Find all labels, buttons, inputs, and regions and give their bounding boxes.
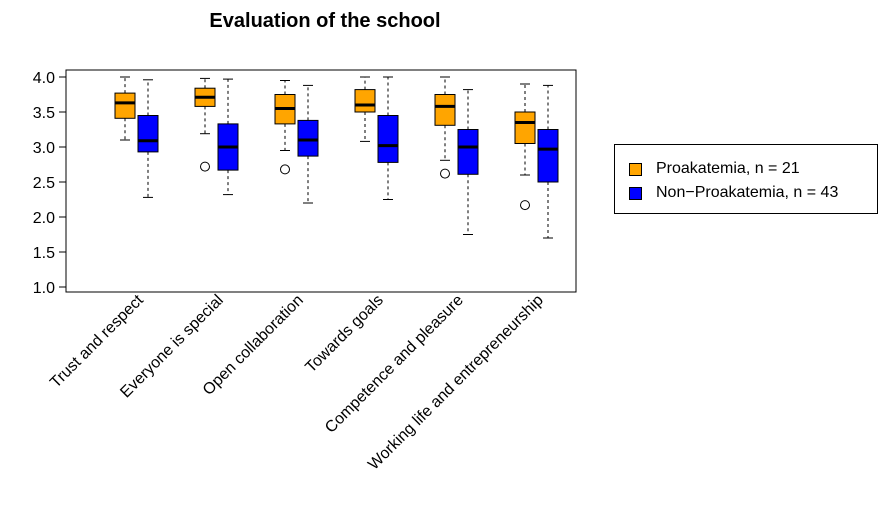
box-group — [434, 76, 479, 235]
y-tick-label: 2.5 — [33, 175, 55, 192]
box-iqr — [114, 92, 136, 119]
y-tick-label: 2.0 — [33, 210, 55, 227]
legend-label-proakatemia: Proakatemia, n = 21 — [656, 160, 800, 177]
box-iqr — [297, 119, 319, 157]
box-iqr — [457, 129, 479, 175]
box-non-proakatemia — [137, 79, 159, 198]
legend-item-proakatemia: Proakatemia, n = 21 — [629, 159, 800, 179]
outlier-point — [520, 200, 530, 211]
box-iqr — [514, 111, 536, 144]
box-iqr — [137, 115, 159, 153]
y-tick-label: 4.0 — [33, 70, 55, 87]
box-iqr — [354, 89, 376, 113]
y-tick-label: 3.5 — [33, 105, 55, 122]
outlier-point — [440, 168, 450, 179]
box-group — [274, 80, 319, 204]
y-tick-label: 1.5 — [33, 245, 55, 262]
box-non-proakatemia — [377, 76, 399, 200]
outlier-point — [280, 164, 290, 175]
box-groups — [114, 76, 559, 239]
box-non-proakatemia — [537, 84, 559, 239]
box-proakatemia — [114, 76, 136, 141]
box-iqr — [377, 115, 399, 163]
box-non-proakatemia — [217, 78, 239, 196]
box-iqr — [434, 94, 456, 126]
legend-item-non-proakatemia: Non−Proakatemia, n = 43 — [629, 183, 838, 203]
x-tick-label: Working life and entrepreneurship — [365, 292, 547, 474]
y-tick-label: 1.0 — [33, 280, 55, 297]
legend-swatch-proakatemia — [629, 162, 642, 176]
y-axis: 1.0 1.5 2.0 2.5 3.0 3.5 4.0 — [33, 70, 67, 297]
box-group — [514, 83, 559, 239]
x-tick-label: Towards goals — [302, 292, 386, 376]
x-tick-label: Competence and pleasure — [322, 292, 467, 437]
legend-swatch-non-proakatemia — [629, 186, 642, 200]
box-proakatemia — [274, 80, 296, 175]
plot-frame — [65, 69, 577, 293]
outlier-point — [200, 161, 210, 172]
y-tick-label: 3.0 — [33, 140, 55, 157]
box-proakatemia — [514, 83, 536, 211]
box-non-proakatemia — [457, 89, 479, 235]
legend: Proakatemia, n = 21 Non−Proakatemia, n =… — [614, 144, 878, 214]
box-proakatemia — [434, 76, 456, 179]
box-group — [354, 76, 399, 200]
box-group — [114, 76, 159, 198]
chart-title: Evaluation of the school — [209, 10, 441, 32]
box-non-proakatemia — [297, 84, 319, 204]
box-proakatemia — [354, 76, 376, 142]
legend-label-non-proakatemia: Non−Proakatemia, n = 43 — [656, 184, 839, 201]
box-iqr — [537, 129, 559, 183]
box-proakatemia — [194, 77, 216, 172]
box-group — [194, 77, 239, 196]
